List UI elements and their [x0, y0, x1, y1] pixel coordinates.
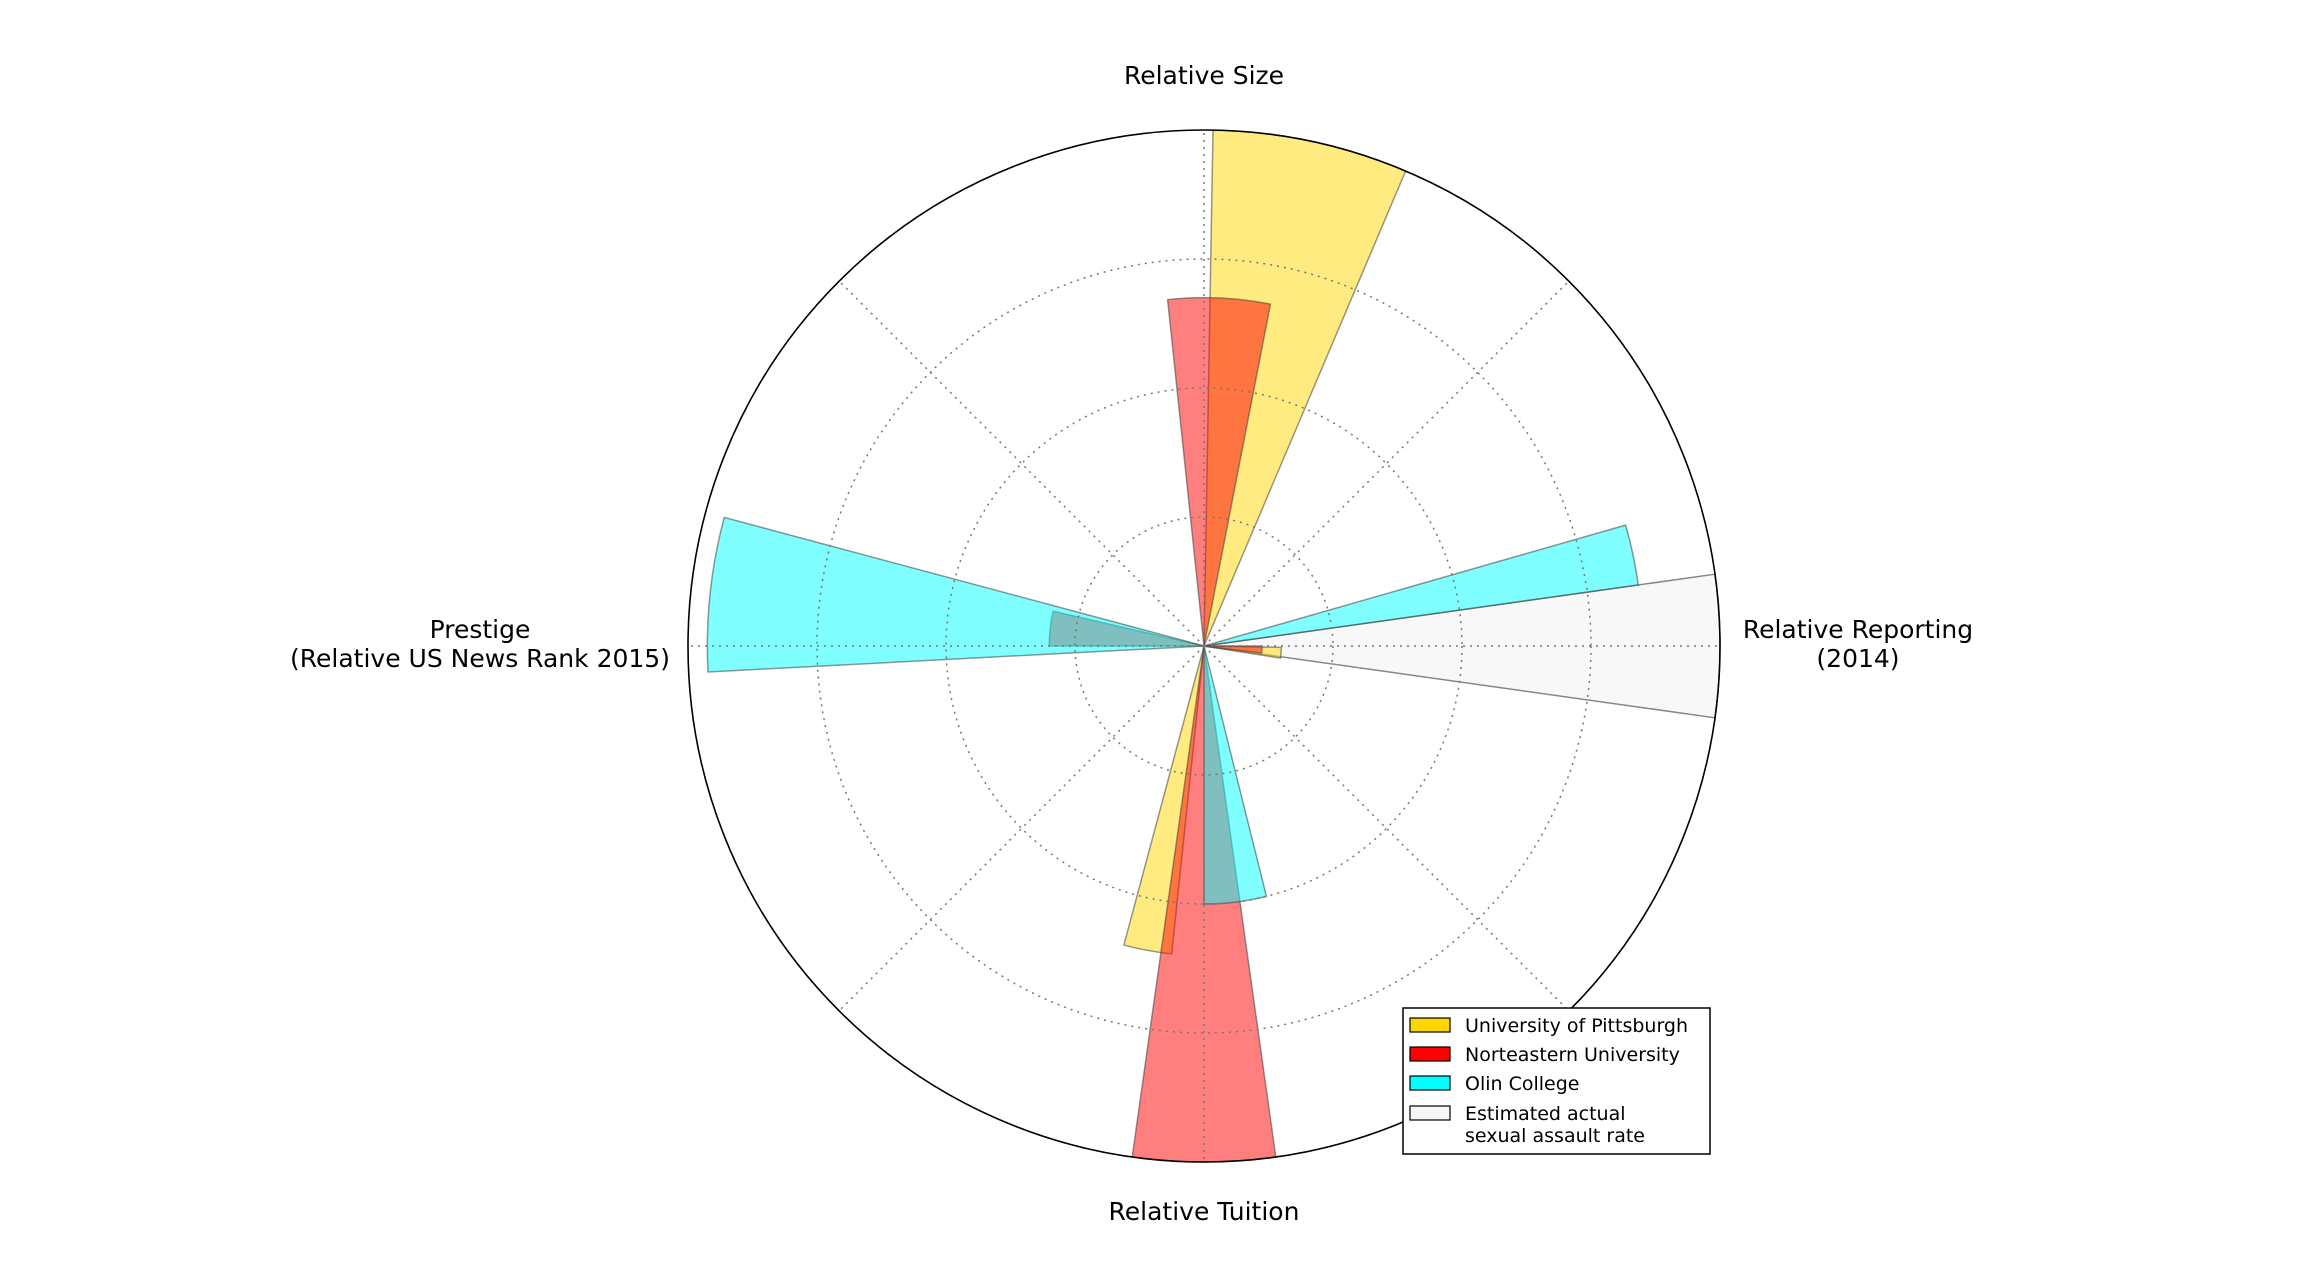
legend-swatch-olin-college	[1409, 1075, 1451, 1091]
axis-label-reporting: Relative Reporting (2014)	[1743, 615, 1973, 673]
legend-swatch-university-of-pittsburgh	[1409, 1017, 1451, 1033]
legend-box	[1402, 1007, 1711, 1155]
r-gridline-1	[1074, 516, 1334, 776]
legend-label-university-of-pittsburgh: University of Pittsburgh	[1465, 1015, 1688, 1037]
axis-label-size: Relative Size	[1124, 61, 1284, 90]
legend-swatch-estimated-actual-sexual-assault-rate	[1409, 1105, 1451, 1121]
polar-frame	[687, 129, 1721, 1163]
wedge-olin-college-tuition	[1203, 645, 1268, 905]
wedge-olin-college-prestige	[706, 516, 1205, 673]
legend: University of Pittsburgh Norteastern Univ…	[1402, 1007, 1711, 1155]
r-gridline-2	[945, 387, 1463, 905]
axis-label-prestige: Prestige (Relative US News Rank 2015)	[290, 615, 670, 673]
axis-labels: Relative Size Relative Reporting (2014) Rel…	[290, 61, 1973, 1226]
legend-label-olin-college: Olin College	[1465, 1073, 1579, 1095]
wedge-norteastern-university-size	[1166, 297, 1272, 647]
theta-gridline-225	[838, 645, 1205, 1012]
legend-label-norteastern-university: Norteastern University	[1465, 1044, 1680, 1066]
grid-layer	[687, 129, 1721, 1163]
theta-gridline-315	[1203, 645, 1570, 1012]
wedge-olin-college-reporting	[1203, 524, 1640, 647]
axis-label-tuition: Relative Tuition	[1109, 1197, 1300, 1226]
legend-label-estimated-actual-sexual-assault-rate: Estimated actual sexual assault rate	[1465, 1103, 1645, 1147]
wedges-layer	[706, 129, 1721, 1163]
wedge-norteastern-university-reporting	[1203, 645, 1263, 654]
legend-swatch-norteastern-university	[1409, 1046, 1451, 1062]
